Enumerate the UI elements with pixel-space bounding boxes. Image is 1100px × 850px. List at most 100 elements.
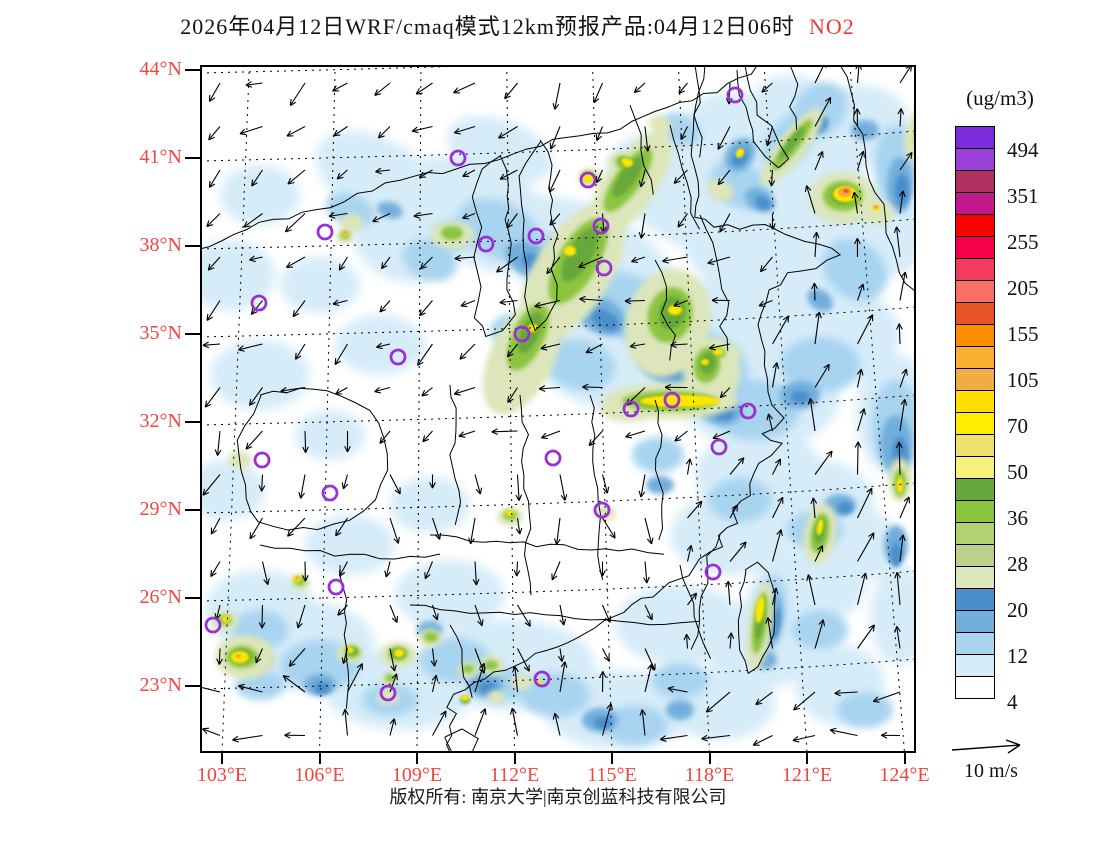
colorbar-cell bbox=[955, 456, 995, 479]
wind-arrow bbox=[237, 685, 244, 691]
wind-arrow bbox=[514, 666, 519, 693]
wind-arrow bbox=[694, 593, 698, 600]
wind-arrow bbox=[633, 86, 638, 93]
city-marker bbox=[250, 294, 268, 312]
wind-arrow bbox=[560, 495, 566, 501]
lon-tick bbox=[611, 753, 613, 764]
wind-arrow bbox=[670, 341, 677, 346]
boundary-line bbox=[518, 139, 559, 332]
wind-arrow bbox=[301, 575, 306, 582]
wind-arrow bbox=[470, 538, 475, 545]
wind-arrow bbox=[556, 538, 561, 545]
wind-arrow bbox=[376, 342, 382, 348]
lon-tick-label: 109°E bbox=[391, 764, 443, 786]
title-text: 2026年04月12日WRF/cmaq模式12km预报产品:04月12日06时 bbox=[180, 14, 795, 39]
wind-arrow bbox=[477, 620, 483, 627]
colorbar-cell bbox=[955, 346, 995, 369]
wind-arrow bbox=[496, 270, 504, 273]
wind-arrow bbox=[673, 169, 688, 184]
concentration-blob bbox=[837, 502, 853, 514]
concentration-blob bbox=[537, 680, 543, 684]
wind-arrow bbox=[898, 323, 903, 330]
wind-arrow bbox=[897, 108, 902, 115]
wind-arrow bbox=[857, 532, 875, 562]
wind-arrow bbox=[546, 256, 561, 275]
wind-arrow bbox=[374, 82, 391, 96]
wind-arrow bbox=[284, 225, 289, 233]
wind-arrow bbox=[462, 212, 476, 219]
wind-arrow bbox=[208, 267, 215, 271]
wind-arrow bbox=[830, 729, 858, 737]
wind-arrow bbox=[431, 604, 438, 621]
wind-arrow bbox=[432, 614, 438, 621]
boundary-line bbox=[449, 624, 473, 699]
concentration-blob bbox=[837, 692, 893, 728]
wind-arrow bbox=[333, 129, 338, 137]
wind-arrow bbox=[766, 413, 769, 421]
wind-arrow bbox=[807, 574, 813, 581]
wind-arrow bbox=[552, 103, 556, 110]
lat-tick bbox=[185, 157, 200, 159]
concentration-blob bbox=[791, 391, 809, 403]
wind-arrow bbox=[896, 571, 901, 579]
city-marker bbox=[316, 223, 334, 241]
wind-arrow bbox=[287, 181, 295, 185]
city-marker bbox=[704, 563, 722, 581]
wind-arrow bbox=[814, 311, 820, 345]
wind-arrow bbox=[341, 657, 344, 664]
lon-tick bbox=[513, 753, 516, 764]
lon-tick bbox=[221, 753, 223, 764]
wind-arrow bbox=[814, 545, 824, 562]
city-marker bbox=[527, 227, 545, 245]
wind-arrow bbox=[727, 581, 731, 606]
wind-arrow bbox=[475, 578, 480, 586]
wind-arrow bbox=[245, 430, 263, 450]
graticule bbox=[200, 65, 916, 753]
wind-arrow bbox=[302, 446, 307, 453]
wind-arrow bbox=[206, 220, 210, 227]
city-marker bbox=[663, 391, 681, 409]
city-marker bbox=[544, 449, 562, 467]
wind-arrow bbox=[546, 270, 553, 275]
wind-arrow bbox=[814, 363, 830, 388]
wind-arrow bbox=[540, 348, 548, 351]
wind-arrow bbox=[814, 232, 818, 258]
wind-arrow bbox=[287, 517, 306, 537]
wind-arrow bbox=[504, 92, 507, 99]
wind-arrow bbox=[772, 223, 776, 230]
wind-arrow bbox=[419, 309, 422, 316]
wind-arrow bbox=[238, 685, 263, 693]
wind-arrow bbox=[239, 128, 246, 135]
concentration-blob bbox=[461, 695, 469, 701]
lat-tick-label: 32°N bbox=[139, 410, 182, 432]
wind-arrow bbox=[458, 431, 464, 437]
wind-arrow bbox=[674, 439, 682, 442]
wind-arrow bbox=[729, 632, 732, 649]
boundary-line bbox=[519, 394, 532, 596]
wind-arrow bbox=[814, 65, 825, 84]
colorbar-tick-label: 255 bbox=[1007, 230, 1039, 254]
wind-arrow bbox=[250, 307, 254, 315]
wind-arrow bbox=[712, 430, 731, 439]
wind-arrow bbox=[644, 561, 648, 584]
wind-arrow bbox=[239, 125, 263, 135]
wind-arrow bbox=[772, 362, 778, 369]
meridian-line bbox=[506, 65, 515, 753]
wind-arrow bbox=[815, 311, 820, 318]
wind-arrow bbox=[249, 532, 252, 539]
wind-arrow bbox=[899, 190, 904, 214]
wind-arrow bbox=[462, 213, 468, 219]
concentration-blob bbox=[377, 689, 399, 705]
wind-arrow bbox=[825, 450, 833, 455]
wind-arrow bbox=[374, 89, 378, 96]
wind-arrow bbox=[771, 529, 782, 562]
wind-arrow bbox=[328, 212, 335, 217]
wind-arrow bbox=[709, 343, 731, 349]
wind-arrow bbox=[706, 709, 713, 713]
wind-arrow bbox=[415, 82, 433, 95]
wind-arrow bbox=[251, 311, 258, 315]
wind-arrow bbox=[856, 108, 861, 115]
city-marker bbox=[593, 501, 611, 519]
wind-arrow bbox=[379, 436, 382, 444]
wind-arrow bbox=[792, 735, 799, 741]
